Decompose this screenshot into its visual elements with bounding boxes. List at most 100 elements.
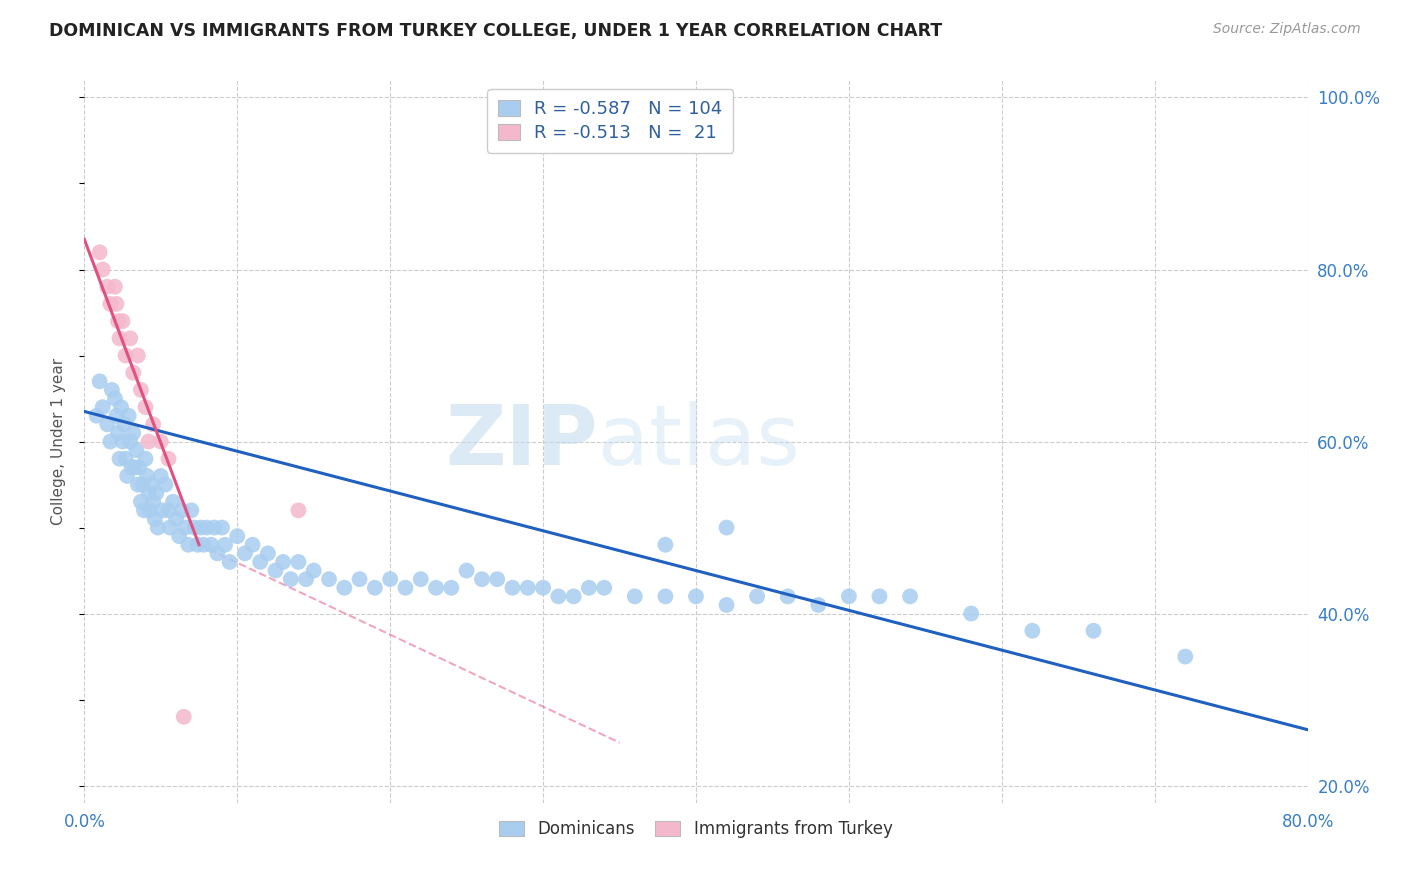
Point — [118, 409, 141, 423]
Text: atlas: atlas — [598, 401, 800, 482]
Point — [202, 520, 225, 534]
Point — [127, 477, 149, 491]
Point — [264, 564, 287, 578]
Point — [111, 434, 134, 449]
Point — [139, 503, 162, 517]
Point — [218, 555, 240, 569]
Point — [105, 409, 128, 423]
Point — [135, 400, 157, 414]
Point — [186, 538, 208, 552]
Point — [173, 710, 195, 724]
Point — [287, 555, 309, 569]
Point — [807, 598, 830, 612]
Point — [157, 503, 180, 517]
Point — [155, 477, 177, 491]
Point — [105, 297, 128, 311]
Text: Source: ZipAtlas.com: Source: ZipAtlas.com — [1213, 22, 1361, 37]
Point — [180, 503, 202, 517]
Point — [149, 434, 172, 449]
Point — [91, 400, 114, 414]
Point — [898, 590, 921, 604]
Point — [120, 434, 142, 449]
Text: DOMINICAN VS IMMIGRANTS FROM TURKEY COLLEGE, UNDER 1 YEAR CORRELATION CHART: DOMINICAN VS IMMIGRANTS FROM TURKEY COLL… — [49, 22, 942, 40]
Point — [111, 314, 134, 328]
Point — [747, 590, 769, 604]
Point — [193, 538, 215, 552]
Point — [200, 538, 222, 552]
Point — [96, 417, 118, 432]
Point — [471, 572, 494, 586]
Point — [89, 375, 111, 389]
Point — [101, 383, 124, 397]
Point — [174, 520, 197, 534]
Point — [98, 297, 121, 311]
Point — [131, 477, 153, 491]
Point — [440, 581, 463, 595]
Point — [531, 581, 554, 595]
Point — [108, 451, 131, 466]
Point — [624, 590, 647, 604]
Point — [516, 581, 538, 595]
Point — [104, 279, 127, 293]
Point — [302, 564, 325, 578]
Point — [141, 477, 163, 491]
Point — [394, 581, 416, 595]
Point — [333, 581, 356, 595]
Point — [593, 581, 616, 595]
Point — [318, 572, 340, 586]
Point — [125, 443, 148, 458]
Legend: Dominicans, Immigrants from Turkey: Dominicans, Immigrants from Turkey — [492, 814, 900, 845]
Point — [86, 409, 108, 423]
Point — [136, 469, 159, 483]
Y-axis label: College, Under 1 year: College, Under 1 year — [51, 358, 66, 525]
Point — [167, 529, 190, 543]
Point — [162, 494, 184, 508]
Point — [190, 520, 212, 534]
Point — [159, 520, 181, 534]
Text: ZIP: ZIP — [446, 401, 598, 482]
Point — [456, 564, 478, 578]
Point — [177, 538, 200, 552]
Point — [121, 460, 143, 475]
Point — [233, 546, 256, 560]
Point — [242, 538, 264, 552]
Point — [150, 503, 173, 517]
Point — [349, 572, 371, 586]
Point — [287, 503, 309, 517]
Point — [716, 520, 738, 534]
Point — [1174, 649, 1197, 664]
Point — [98, 434, 121, 449]
Point — [128, 460, 150, 475]
Point — [110, 400, 132, 414]
Point — [486, 572, 509, 586]
Point — [112, 417, 135, 432]
Point — [120, 331, 142, 345]
Point — [122, 366, 145, 380]
Point — [960, 607, 983, 621]
Point — [280, 572, 302, 586]
Point — [145, 486, 167, 500]
Point — [104, 392, 127, 406]
Point — [89, 245, 111, 260]
Point — [425, 581, 447, 595]
Point — [129, 494, 152, 508]
Point — [138, 434, 160, 449]
Point — [685, 590, 707, 604]
Point — [195, 520, 218, 534]
Point — [654, 538, 676, 552]
Point — [869, 590, 891, 604]
Point — [654, 590, 676, 604]
Point — [114, 349, 136, 363]
Point — [129, 383, 152, 397]
Point — [114, 451, 136, 466]
Point — [132, 503, 155, 517]
Point — [143, 512, 166, 526]
Point — [142, 494, 165, 508]
Point — [249, 555, 271, 569]
Point — [107, 314, 129, 328]
Point — [207, 546, 229, 560]
Point — [214, 538, 236, 552]
Point — [127, 349, 149, 363]
Point — [502, 581, 524, 595]
Point — [138, 486, 160, 500]
